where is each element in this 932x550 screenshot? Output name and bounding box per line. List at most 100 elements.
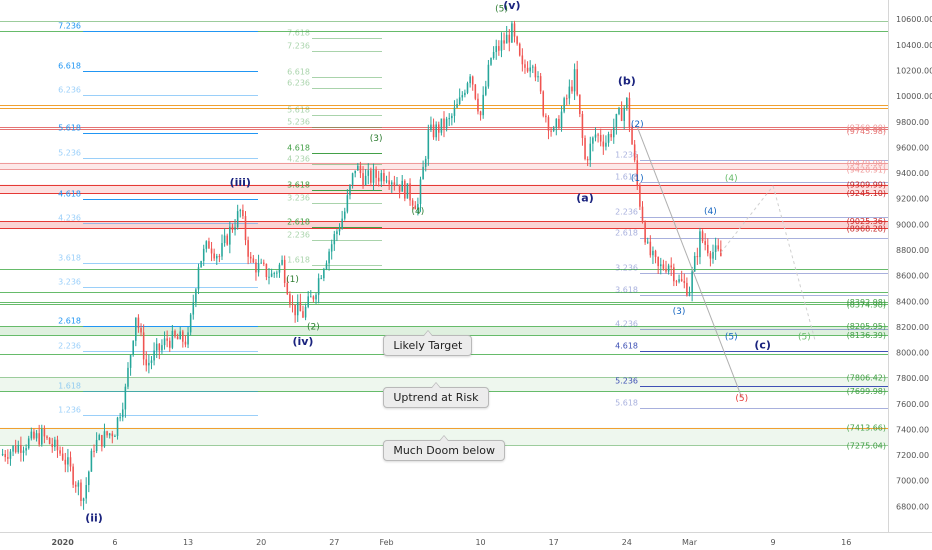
wave-label: (v) [503,0,520,12]
candle-body [77,482,80,487]
candle-body [626,97,628,108]
candle-body [197,267,200,290]
candle-body [688,292,691,296]
wave-label: (3) [673,307,686,317]
y-tick-label: 8400.00 [896,297,929,306]
candle-body [43,428,46,437]
candle-body [654,250,657,257]
x-tick-label: Mar [682,538,698,547]
candle-body [646,241,649,243]
candle-body [270,273,273,277]
y-tick-label: 10000.00 [896,92,932,101]
fib-left-label: 4.236 [58,214,81,223]
level-price-label: (7806.42) [847,373,886,382]
candle-body [714,245,717,252]
candle-body [471,76,474,85]
candle-body [636,160,639,186]
candle-body [370,170,372,183]
candle-body [119,417,121,419]
fib-mid-label: 7.618 [287,29,310,38]
x-tick-label: Feb [379,538,393,547]
price-axis-bg [888,0,932,550]
candle-body [265,263,268,278]
candle-body [367,170,370,176]
candle-body [693,255,696,272]
candle-body [317,278,320,295]
candle-body [435,124,437,138]
candle-body [620,108,623,121]
y-tick-label: 9600.00 [896,143,929,152]
callout-note[interactable]: Uptrend at Risk [383,382,489,409]
candle-body [27,438,30,449]
candle-body [532,66,534,68]
candle-body [252,258,255,263]
candle-body [205,241,208,249]
candle-body [12,445,14,452]
candle-body [90,450,93,472]
wave-label: (1) [286,275,299,285]
candle-body [610,134,612,138]
candle-body [701,231,704,242]
fib-mid-label: 3.618 [287,181,310,190]
candle-body [124,386,127,410]
candle-body [168,340,171,348]
candle-body [670,265,673,268]
y-tick-label: 7400.00 [896,425,929,434]
candle-body [686,282,688,296]
candle-body [576,69,578,95]
fib-right-label: 3.236 [615,264,638,273]
candle-body [69,457,72,467]
candle-body [166,338,168,341]
candle-body [93,450,95,452]
x-tick-label: 13 [183,538,193,547]
fib-left-label: 6.236 [58,86,81,95]
candle-body [296,301,299,316]
fib-mid-label: 4.618 [287,144,310,153]
candle-body [351,173,354,185]
candle-body [59,450,61,454]
candle-body [362,173,364,185]
fib-right-label: 1.236 [615,151,638,160]
candle-body [453,107,456,116]
zone-band [0,377,888,391]
candle-body [263,262,265,264]
level-price-label: (9479.98) [847,159,886,168]
candle-body [289,294,291,304]
x-tick-label: 16 [841,538,851,547]
fib-right-label: 5.236 [615,377,638,386]
candle-body [20,445,22,453]
candle-body [466,83,469,93]
y-tick-label: 10600.00 [896,15,932,24]
callout-note[interactable]: Much Doom below [383,434,505,461]
candle-body [709,253,712,259]
candle-body [54,439,56,448]
zone-band [0,184,888,193]
candle-body [667,265,670,272]
candle-body [294,304,296,316]
candle-body [404,180,406,199]
candle-body [155,343,158,351]
candle-body [490,57,492,65]
candle-body [184,341,187,345]
candle-body [140,327,142,333]
time-axis-bg [0,532,932,550]
level-price-label: (9245.10) [847,189,886,198]
candle-body [325,263,328,270]
candle-body [72,466,74,485]
candle-body [7,457,9,459]
candle-body [255,262,257,273]
candle-body [424,158,427,167]
candle-body [419,179,422,204]
candle-body [218,255,221,257]
fib-mid-label: 6.236 [287,79,310,88]
candle-body [223,235,226,244]
y-tick-label: 7800.00 [896,374,929,383]
candle-body [623,107,625,121]
candle-body [257,263,260,273]
callout-note[interactable]: Likely Target [383,329,473,356]
candle-body [631,127,633,145]
candle-body [202,248,205,262]
candle-body [187,332,189,345]
